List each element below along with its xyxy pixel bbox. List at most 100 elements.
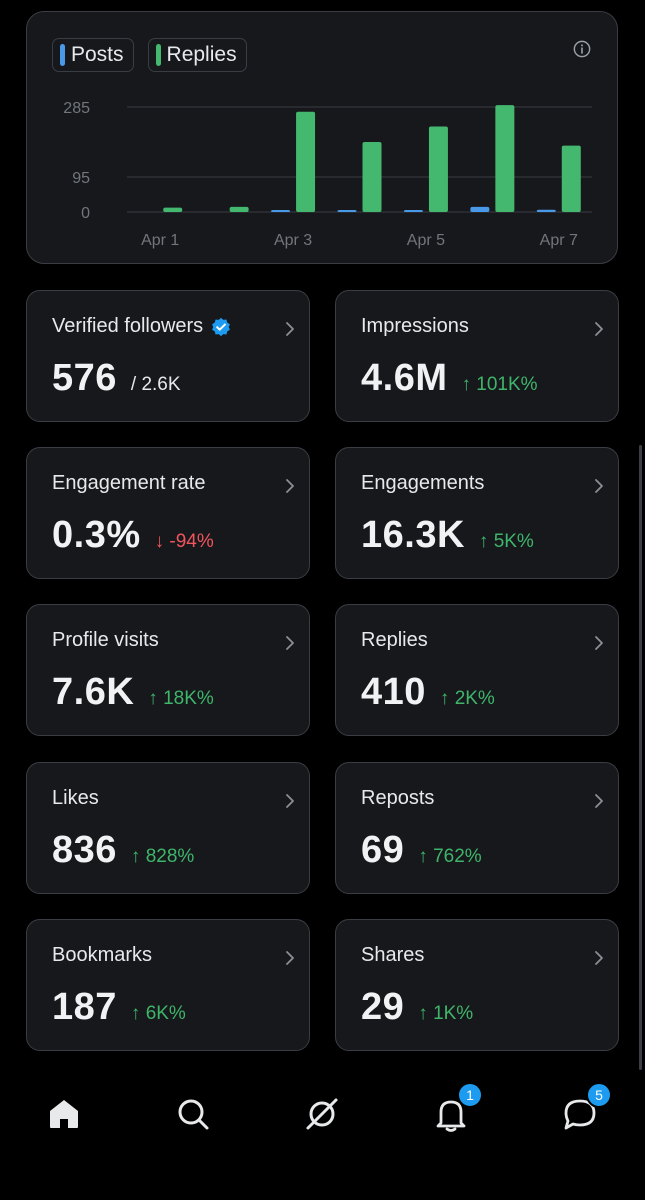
stat-title-text: Engagement rate xyxy=(52,472,206,494)
stat-change: ↑ 101K% xyxy=(461,374,537,396)
bar-posts-apr-3[interactable] xyxy=(271,210,291,212)
legend-replies[interactable]: Replies xyxy=(147,38,247,72)
stat-title: Replies xyxy=(361,629,428,652)
stat-row: 69 ↑ 762% xyxy=(361,829,482,872)
stat-row: 29 ↑ 1K% xyxy=(361,986,473,1029)
x-tick-label: Apr 3 xyxy=(274,232,312,249)
stat-card-impressions[interactable]: Impressions 4.6M ↑ 101K% xyxy=(335,290,619,422)
stat-change-value: 828% xyxy=(145,846,195,867)
arrow-up-icon: ↑ xyxy=(439,688,450,709)
stat-subvalue: / 2.6K xyxy=(130,374,181,395)
stat-row: 4.6M ↑ 101K% xyxy=(361,357,538,400)
y-tick-label: 0 xyxy=(81,205,90,222)
stat-title: Profile visits xyxy=(52,629,159,652)
stat-card-replies[interactable]: Replies 410 ↑ 2K% xyxy=(335,604,619,736)
bar-posts-apr-6[interactable] xyxy=(470,206,490,212)
bar-replies-apr-3[interactable] xyxy=(296,111,316,212)
x-tick-label: Apr 1 xyxy=(141,232,179,249)
stat-value: 29 xyxy=(361,986,405,1028)
notifications-tab[interactable]: 1 xyxy=(431,1082,483,1134)
stat-card-engagement-rate[interactable]: Engagement rate 0.3% ↓ -94% xyxy=(26,447,310,579)
x-tick-label: Apr 5 xyxy=(407,232,445,249)
bar-posts-apr-5[interactable] xyxy=(403,210,423,212)
legend-replies-label: Replies xyxy=(166,43,237,66)
stat-title-text: Verified followers xyxy=(52,315,204,337)
stat-card-engagements[interactable]: Engagements 16.3K ↑ 5K% xyxy=(335,447,619,579)
stat-change: ↓ -94% xyxy=(155,531,214,553)
bar-replies-apr-4[interactable] xyxy=(362,142,382,212)
stat-change-value: -94% xyxy=(169,531,214,552)
stat-title-text: Engagements xyxy=(361,472,485,494)
stat-title-text: Reposts xyxy=(361,787,435,809)
stat-change: ↑ 762% xyxy=(418,846,481,868)
arrow-up-icon: ↑ xyxy=(130,846,141,867)
messages-tab[interactable]: 5 xyxy=(560,1082,612,1134)
stat-value: 69 xyxy=(361,829,405,871)
scrollbar[interactable] xyxy=(639,445,642,1070)
legend-posts[interactable]: Posts xyxy=(52,38,134,72)
y-tick-label: 285 xyxy=(63,100,90,117)
arrow-up-icon: ↑ xyxy=(418,846,428,867)
legend-posts-swatch xyxy=(60,44,65,66)
stat-card-likes[interactable]: Likes 836 ↑ 828% xyxy=(26,762,310,894)
stat-card-bookmarks[interactable]: Bookmarks 187 ↑ 6K% xyxy=(26,919,310,1051)
bar-posts-apr-7[interactable] xyxy=(536,209,556,212)
stat-title: Shares xyxy=(361,944,424,967)
stat-change-value: 762% xyxy=(433,846,482,867)
legend-replies-swatch xyxy=(155,44,161,66)
chart-legend: Posts Replies xyxy=(52,38,247,72)
stat-card-shares[interactable]: Shares 29 ↑ 1K% xyxy=(335,919,619,1051)
stat-card-profile-visits[interactable]: Profile visits 7.6K ↑ 18K% xyxy=(26,604,310,736)
stat-change: ↑ 5K% xyxy=(479,531,534,553)
notifications-icon xyxy=(436,1100,466,1132)
stat-value: 4.6M xyxy=(361,357,448,399)
stat-card-reposts[interactable]: Reposts 69 ↑ 762% xyxy=(335,762,619,894)
stat-title-text: Likes xyxy=(52,787,99,809)
home-icon xyxy=(50,1100,78,1128)
stat-title: Engagement rate xyxy=(52,472,205,495)
stat-title-text: Impressions xyxy=(361,315,469,337)
stat-value: 187 xyxy=(52,986,117,1028)
messages-icon xyxy=(564,1099,596,1130)
bar-replies-apr-1[interactable] xyxy=(163,207,183,212)
arrow-up-icon: ↑ xyxy=(148,688,158,709)
stat-change: ↑ 2K% xyxy=(440,688,495,710)
bar-posts-apr-4[interactable] xyxy=(337,210,357,212)
arrow-up-icon: ↑ xyxy=(418,1003,428,1024)
stat-title-text: Shares xyxy=(361,944,425,966)
bar-replies-apr-7[interactable] xyxy=(561,145,581,212)
arrow-up-icon: ↑ xyxy=(130,1003,141,1024)
stat-title: Verified followers xyxy=(52,315,231,338)
stat-title: Impressions xyxy=(361,315,469,338)
chevron-right-icon xyxy=(286,479,294,493)
arrow-up-icon: ↑ xyxy=(478,531,489,552)
stat-row: 0.3% ↓ -94% xyxy=(52,514,214,557)
home-tab[interactable] xyxy=(44,1094,84,1134)
stat-value: 16.3K xyxy=(361,514,465,556)
bottom-nav: 1 5 xyxy=(0,1080,645,1150)
stat-title: Bookmarks xyxy=(52,944,152,967)
stat-title-text: Bookmarks xyxy=(52,944,153,966)
stat-card-verified-followers[interactable]: Verified followers 576 / 2.6K xyxy=(26,290,310,422)
stat-change: ↑ 18K% xyxy=(148,688,213,710)
grok-icon xyxy=(306,1098,338,1130)
messages-badge: 5 xyxy=(586,1082,612,1108)
chevron-right-icon xyxy=(286,322,294,336)
stat-row: 16.3K ↑ 5K% xyxy=(361,514,534,557)
info-icon[interactable] xyxy=(573,40,591,58)
stat-change-value: 6K% xyxy=(145,1003,186,1024)
arrow-down-icon: ↓ xyxy=(154,531,165,552)
chevron-right-icon xyxy=(595,636,603,650)
grok-tab[interactable] xyxy=(302,1094,342,1134)
stat-title: Likes xyxy=(52,787,99,810)
stat-change-value: 5K% xyxy=(493,531,534,552)
chevron-right-icon xyxy=(286,951,294,965)
search-icon xyxy=(178,1099,209,1130)
search-tab[interactable] xyxy=(173,1094,213,1134)
y-tick-label: 95 xyxy=(72,170,90,187)
bar-chart: 285 95 0 Apr 1 Apr 3 Apr 5 Apr 7 xyxy=(63,100,592,249)
bar-replies-apr-5[interactable] xyxy=(428,126,448,212)
bar-replies-apr-2[interactable] xyxy=(229,206,249,212)
bar-replies-apr-6[interactable] xyxy=(495,105,515,212)
stat-value: 7.6K xyxy=(52,671,135,713)
